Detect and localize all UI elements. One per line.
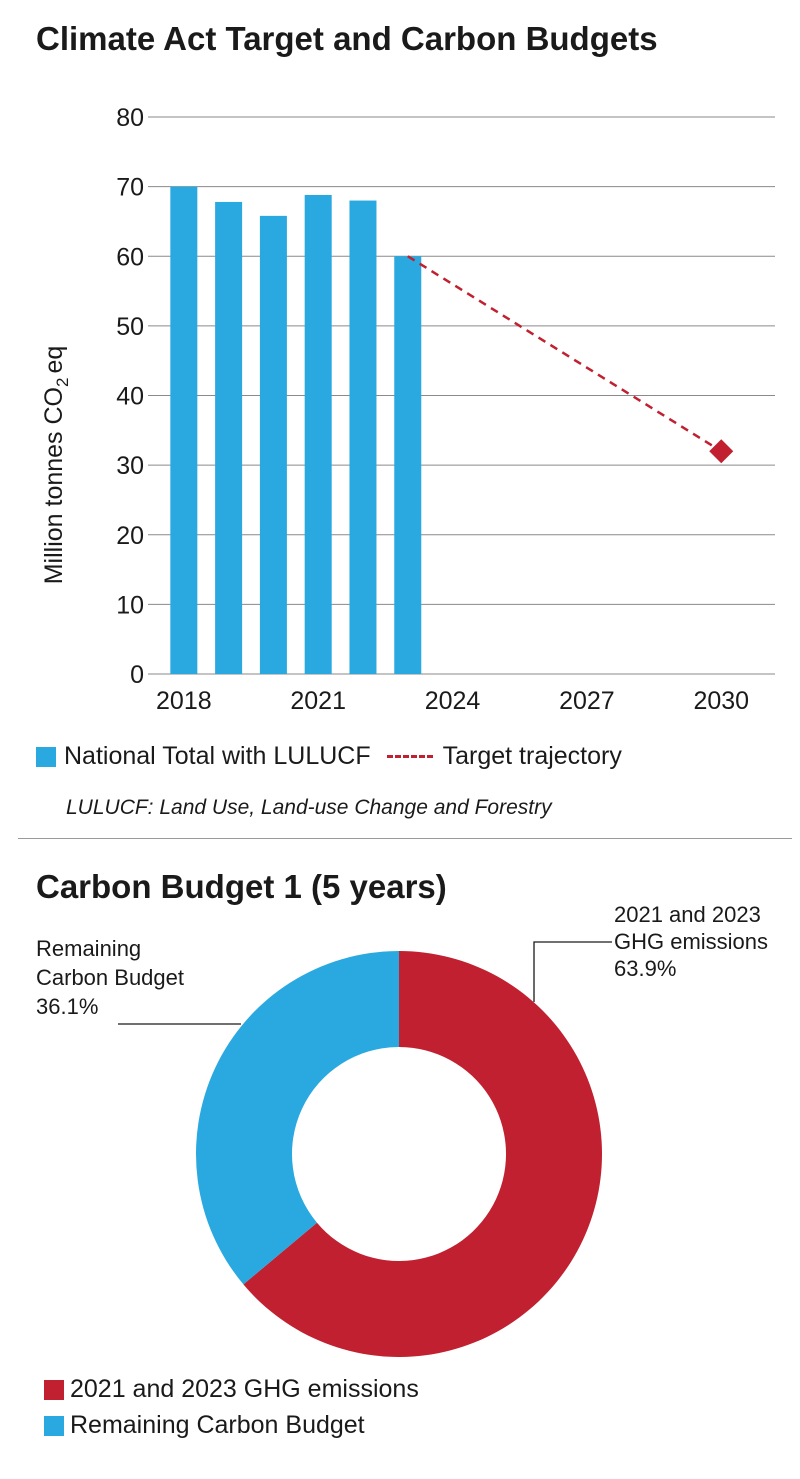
legend-label-emissions: 2021 and 2023 GHG emissions [70, 1375, 419, 1403]
x-axis-ticks: 2018 2021 2024 2027 2030 [156, 687, 749, 715]
target-trajectory-line [407, 255, 722, 453]
x-tick-label: 2027 [559, 687, 615, 715]
chart-title: Climate Act Target and Carbon Budgets [36, 20, 658, 57]
y-tick-label: 70 [116, 174, 144, 202]
callout-text-remaining: Remaining [36, 936, 141, 961]
y-tick-label: 60 [116, 243, 144, 271]
legend-item-emissions: 2021 and 2023 GHG emissions [44, 1375, 419, 1404]
bar-2019 [215, 201, 243, 674]
x-tick-label: 2021 [290, 687, 346, 715]
target-2030-marker [709, 439, 734, 464]
y-tick-label: 0 [130, 661, 144, 689]
bar-2023 [394, 256, 422, 674]
y-axis-ticks: 0 10 20 30 40 50 60 70 80 [116, 104, 144, 689]
bar-2021 [304, 194, 332, 675]
y-tick-label: 30 [116, 452, 144, 480]
x-tick-label: 2024 [425, 687, 481, 715]
section-divider [18, 838, 792, 839]
callout-text-remaining: 36.1% [36, 994, 98, 1019]
callout-text-remaining: Carbon Budget [36, 965, 184, 990]
y-tick-label: 50 [116, 313, 144, 341]
legend-swatch-emissions [44, 1379, 64, 1400]
bar-2020 [259, 215, 287, 674]
y-tick-label: 80 [116, 104, 144, 132]
callout-text-emissions: 63.9% [614, 956, 676, 981]
bar-series [170, 186, 422, 675]
legend-swatch-dashed-line [386, 755, 433, 758]
y-tick-label: 10 [116, 591, 144, 619]
donut-slices [195, 951, 602, 1357]
legend-swatch-remaining [44, 1415, 64, 1436]
chart-title: Carbon Budget 1 (5 years) [36, 868, 447, 905]
chart-legend: National Total with LULUCF Target trajec… [36, 742, 622, 771]
legend-label-remaining: Remaining Carbon Budget [70, 1411, 365, 1439]
legend-item-remaining: Remaining Carbon Budget [44, 1411, 365, 1440]
legend-swatch-bar [36, 746, 56, 767]
donut-slice-emissions [243, 951, 602, 1357]
legend-label-bar: National Total with LULUCF [64, 742, 371, 770]
target-trajectory [407, 255, 734, 464]
gridlines [148, 116, 775, 675]
y-axis-label: Million tonnes CO2eq [40, 346, 72, 585]
x-tick-label: 2018 [156, 687, 212, 715]
donut-slice-remaining [195, 951, 399, 1285]
bar-2018 [170, 186, 198, 674]
footnote: LULUCF: Land Use, Land-use Change and Fo… [66, 796, 552, 819]
callout-text-emissions: GHG emissions [614, 929, 768, 954]
y-tick-label: 40 [116, 383, 144, 411]
callout-text-emissions: 2021 and 2023 [614, 902, 761, 927]
bar-2022 [349, 200, 377, 675]
legend-label-line: Target trajectory [442, 742, 622, 770]
x-tick-label: 2030 [693, 687, 749, 715]
callout-line-emissions [533, 941, 612, 1002]
y-tick-label: 20 [116, 522, 144, 550]
